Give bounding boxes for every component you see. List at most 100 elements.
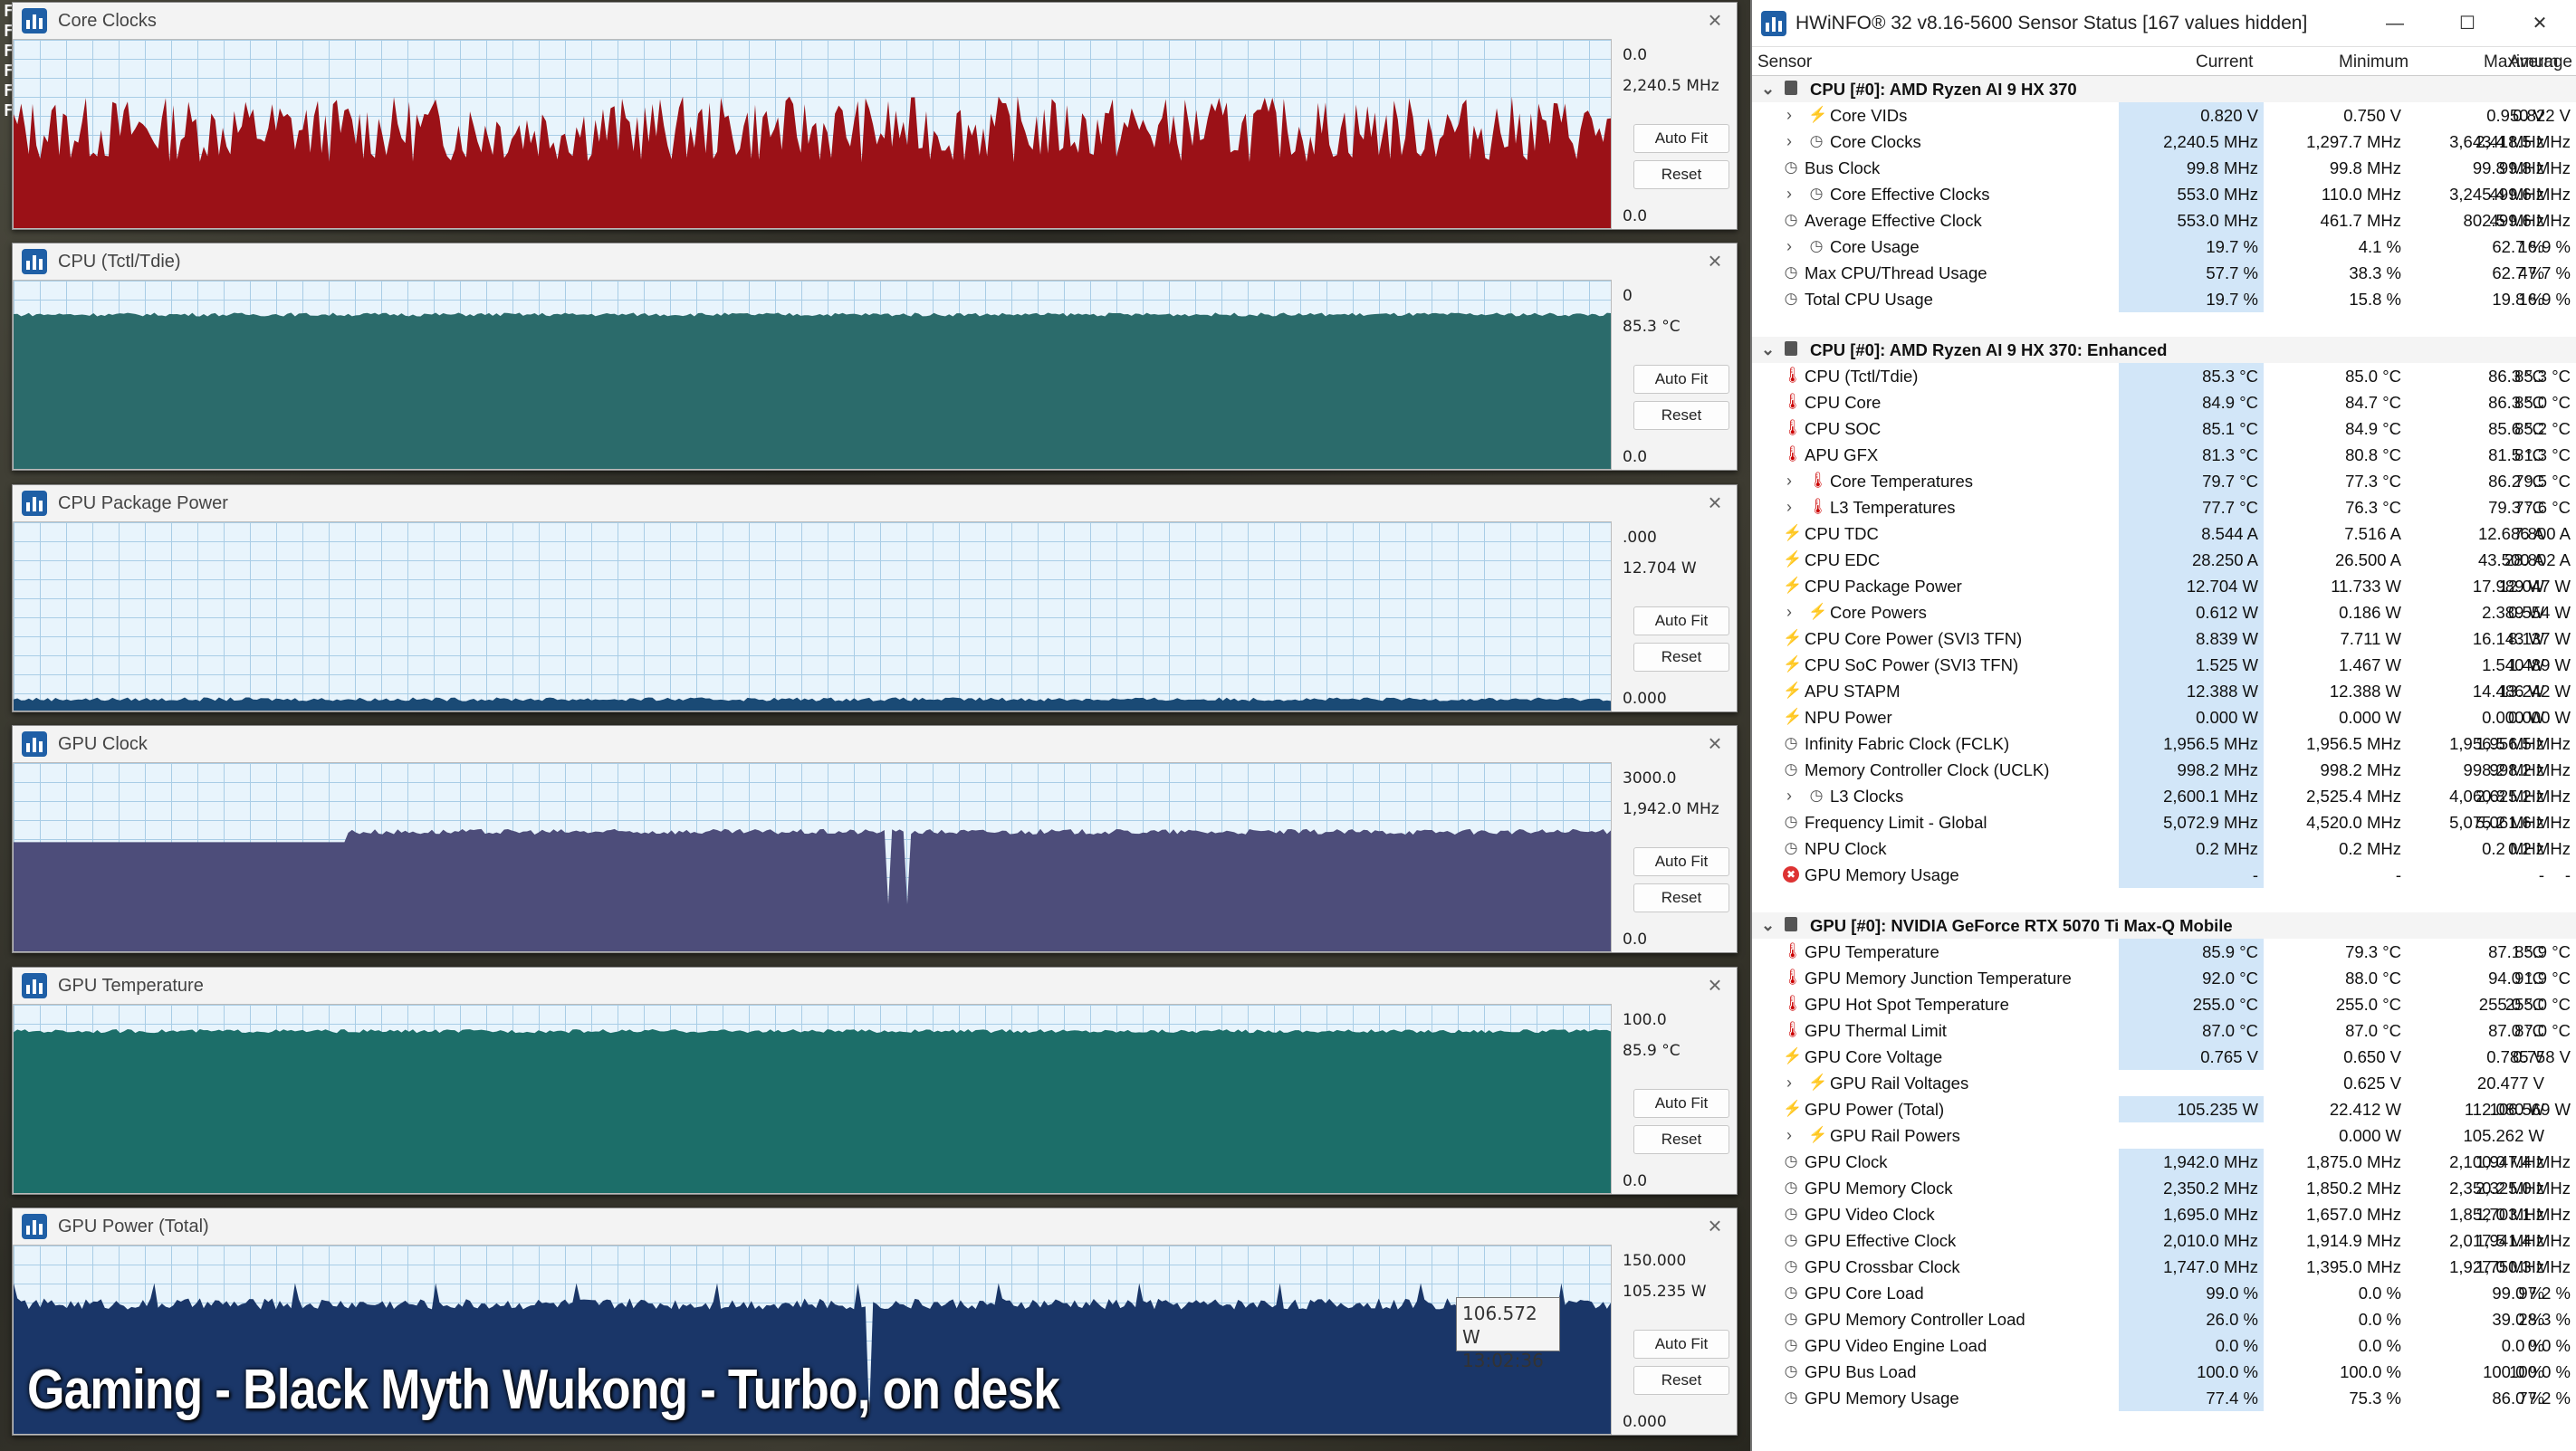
- sensor-row[interactable]: ◷ GPU Core Load 99.0 % 0.0 % 99.0 % 97.2…: [1752, 1280, 2576, 1306]
- sensor-row[interactable]: ⚡ CPU EDC 28.250 A 26.500 A 43.500 A 28.…: [1752, 547, 2576, 573]
- sensor-group-header[interactable]: ⌄ GPU [#0]: NVIDIA GeForce RTX 5070 Ti M…: [1752, 912, 2576, 939]
- header-average[interactable]: Average: [2508, 53, 2572, 72]
- sensor-row[interactable]: 🌡 GPU Memory Junction Temperature 92.0 °…: [1752, 965, 2576, 991]
- sensor-row[interactable]: ◷ GPU Video Clock 1,695.0 MHz 1,657.0 MH…: [1752, 1201, 2576, 1227]
- sensor-row[interactable]: › ◷ Core Clocks 2,240.5 MHz 1,297.7 MHz 3…: [1752, 129, 2576, 155]
- sensor-current: 100.0 %: [2119, 1359, 2264, 1385]
- sensor-row[interactable]: ⚡ CPU Package Power 12.704 W 11.733 W 17…: [1752, 573, 2576, 599]
- sensor-average: 77.2 %: [2518, 1389, 2571, 1408]
- header-current[interactable]: Current: [2196, 53, 2254, 72]
- sensor-row[interactable]: ◷ NPU Clock 0.2 MHz 0.2 MHz 0.2 MHz 0.2 …: [1752, 835, 2576, 862]
- sensor-row[interactable]: ◷ Memory Controller Clock (UCLK) 998.2 M…: [1752, 757, 2576, 783]
- sensor-row[interactable]: › 🌡 L3 Temperatures 77.7 °C 76.3 °C 79.3 …: [1752, 494, 2576, 520]
- sensor-row[interactable]: ✖ GPU Memory Usage - - - -: [1752, 862, 2576, 888]
- chevron-right-icon[interactable]: ›: [1786, 472, 1792, 490]
- sensor-row[interactable]: 🌡 GPU Temperature 85.9 °C 79.3 °C 87.1 °…: [1752, 939, 2576, 965]
- sensor-row[interactable]: ◷ GPU Memory Usage 77.4 % 75.3 % 86.0 % …: [1752, 1385, 2576, 1411]
- sensor-row[interactable]: 🌡 CPU SOC 85.1 °C 84.9 °C 85.6 °C 85.2 °…: [1752, 415, 2576, 442]
- close-icon[interactable]: ×: [1708, 6, 1722, 33]
- sensor-average: 79.5 °C: [2514, 472, 2571, 491]
- chevron-right-icon[interactable]: ›: [1786, 132, 1792, 150]
- sensor-row[interactable]: 🌡 GPU Hot Spot Temperature 255.0 °C 255.…: [1752, 991, 2576, 1017]
- sensor-row[interactable]: ◷ Total CPU Usage 19.7 % 15.8 % 19.8 % 1…: [1752, 286, 2576, 312]
- reset-button[interactable]: Reset: [1633, 1366, 1729, 1395]
- chevron-right-icon[interactable]: ›: [1786, 787, 1792, 805]
- sensor-row[interactable]: › ⚡ Core Powers 0.612 W 0.186 W 2.389 W 0…: [1752, 599, 2576, 625]
- reset-button[interactable]: Reset: [1633, 1125, 1729, 1154]
- chevron-right-icon[interactable]: ›: [1786, 185, 1792, 203]
- sensor-row[interactable]: ◷ Frequency Limit - Global 5,072.9 MHz 4…: [1752, 809, 2576, 835]
- sensor-row[interactable]: ◷ Average Effective Clock 553.0 MHz 461.…: [1752, 207, 2576, 234]
- chevron-down-icon[interactable]: ⌄: [1761, 916, 1776, 934]
- auto-fit-button[interactable]: Auto Fit: [1633, 847, 1729, 876]
- sensor-row[interactable]: ⚡ GPU Power (Total) 105.235 W 22.412 W 1…: [1752, 1096, 2576, 1122]
- auto-fit-button[interactable]: Auto Fit: [1633, 1330, 1729, 1359]
- auto-fit-button[interactable]: Auto Fit: [1633, 1089, 1729, 1118]
- chevron-right-icon[interactable]: ›: [1786, 237, 1792, 255]
- chevron-right-icon[interactable]: ›: [1786, 106, 1792, 124]
- chevron-right-icon[interactable]: ›: [1786, 603, 1792, 621]
- sensor-row[interactable]: ⚡ NPU Power 0.000 W 0.000 W 0.000 W 0.00…: [1752, 704, 2576, 730]
- sensor-row[interactable]: ⚡ APU STAPM 12.388 W 12.388 W 14.486 W 1…: [1752, 678, 2576, 704]
- chevron-down-icon[interactable]: ⌄: [1761, 80, 1776, 98]
- maximize-button[interactable]: ☐: [2459, 14, 2475, 33]
- sensor-row[interactable]: ⚡ CPU SoC Power (SVI3 TFN) 1.525 W 1.467…: [1752, 652, 2576, 678]
- sensor-row[interactable]: ◷ GPU Crossbar Clock 1,747.0 MHz 1,395.0…: [1752, 1254, 2576, 1280]
- auto-fit-button[interactable]: Auto Fit: [1633, 124, 1729, 153]
- sensor-current: 26.0 %: [2119, 1306, 2264, 1332]
- sensor-row[interactable]: › 🌡 Core Temperatures 79.7 °C 77.3 °C 86.…: [1752, 468, 2576, 494]
- sensor-row[interactable]: 🌡 CPU Core 84.9 °C 84.7 °C 86.3 °C 85.0 …: [1752, 389, 2576, 415]
- sensor-current: 19.7 %: [2119, 234, 2264, 260]
- sensor-row[interactable]: ◷ GPU Memory Controller Load 26.0 % 0.0 …: [1752, 1306, 2576, 1332]
- close-icon[interactable]: ×: [1708, 1212, 1722, 1239]
- sensor-row[interactable]: ◷ GPU Clock 1,942.0 MHz 1,875.0 MHz 2,10…: [1752, 1149, 2576, 1175]
- sensor-row[interactable]: › ◷ Core Usage 19.7 % 4.1 % 62.7 % 16.9 %: [1752, 234, 2576, 260]
- header-minimum[interactable]: Minimum: [2339, 53, 2409, 72]
- sensor-row[interactable]: ◷ GPU Video Engine Load 0.0 % 0.0 % 0.0 …: [1752, 1332, 2576, 1359]
- sensor-row[interactable]: 🌡 APU GFX 81.3 °C 80.8 °C 81.5 °C 81.3 °…: [1752, 442, 2576, 468]
- sensor-row[interactable]: ◷ Infinity Fabric Clock (FCLK) 1,956.5 M…: [1752, 730, 2576, 757]
- sensor-maximum: 99.0 %: [2492, 1284, 2544, 1303]
- close-icon[interactable]: ×: [1708, 730, 1722, 757]
- reset-button[interactable]: Reset: [1633, 401, 1729, 430]
- sensor-row[interactable]: › ⚡ Core VIDs 0.820 V 0.750 V 0.950 V 0.8…: [1752, 102, 2576, 129]
- close-icon[interactable]: ×: [1708, 971, 1722, 998]
- sensor-row[interactable]: ⚡ CPU Core Power (SVI3 TFN) 8.839 W 7.71…: [1752, 625, 2576, 652]
- sensor-row[interactable]: ◷ Bus Clock 99.8 MHz 99.8 MHz 99.8 MHz 9…: [1752, 155, 2576, 181]
- close-button[interactable]: ✕: [2532, 14, 2548, 33]
- close-icon[interactable]: ×: [1708, 489, 1722, 516]
- sensor-row[interactable]: ◷ Max CPU/Thread Usage 57.7 % 38.3 % 62.…: [1752, 260, 2576, 286]
- chevron-right-icon[interactable]: ›: [1786, 1126, 1792, 1144]
- sensor-average: 499.6 MHz: [2489, 211, 2571, 230]
- thermometer-icon: 🌡: [1783, 367, 1803, 384]
- reset-button[interactable]: Reset: [1633, 883, 1729, 912]
- reset-button[interactable]: Reset: [1633, 160, 1729, 189]
- minimize-button[interactable]: —: [2386, 14, 2404, 33]
- sensor-row[interactable]: ⚡ GPU Core Voltage 0.765 V 0.650 V 0.785…: [1752, 1044, 2576, 1070]
- sensor-row[interactable]: ◷ GPU Bus Load 100.0 % 100.0 % 100.0 % 1…: [1752, 1359, 2576, 1385]
- sensor-group-header[interactable]: ⌄ CPU [#0]: AMD Ryzen AI 9 HX 370: [1752, 76, 2576, 102]
- auto-fit-button[interactable]: Auto Fit: [1633, 365, 1729, 394]
- sensor-row[interactable]: ◷ GPU Memory Clock 2,350.2 MHz 1,850.2 M…: [1752, 1175, 2576, 1201]
- sensor-current: 92.0 °C: [2119, 965, 2264, 991]
- header-sensor[interactable]: Sensor: [1757, 53, 1813, 72]
- sensor-row[interactable]: › ⚡ GPU Rail Voltages 0.625 V 20.477 V: [1752, 1070, 2576, 1096]
- close-icon[interactable]: ×: [1708, 247, 1722, 274]
- sensor-row[interactable]: › ◷ Core Effective Clocks 553.0 MHz 110.0…: [1752, 181, 2576, 207]
- sensor-name: CPU Core: [1805, 393, 1882, 412]
- sensor-row[interactable]: ◷ GPU Effective Clock 2,010.0 MHz 1,914.…: [1752, 1227, 2576, 1254]
- chevron-right-icon[interactable]: ›: [1786, 1074, 1792, 1092]
- sensor-row[interactable]: 🌡 GPU Thermal Limit 87.0 °C 87.0 °C 87.0…: [1752, 1017, 2576, 1044]
- sensor-row[interactable]: 🌡 CPU (Tctl/Tdie) 85.3 °C 85.0 °C 86.3 °…: [1752, 363, 2576, 389]
- sensor-row[interactable]: › ⚡ GPU Rail Powers 0.000 W 105.262 W: [1752, 1122, 2576, 1149]
- reset-button[interactable]: Reset: [1633, 643, 1729, 672]
- sensor-group-header[interactable]: ⌄ CPU [#0]: AMD Ryzen AI 9 HX 370: Enhan…: [1752, 337, 2576, 363]
- auto-fit-button[interactable]: Auto Fit: [1633, 606, 1729, 635]
- graph-titlebar: GPU Clock ×: [13, 726, 1737, 762]
- chevron-down-icon[interactable]: ⌄: [1761, 340, 1776, 358]
- sensor-row[interactable]: › ◷ L3 Clocks 2,600.1 MHz 2,525.4 MHz 4,0…: [1752, 783, 2576, 809]
- sensor-maximum: 86.3 °C: [2488, 367, 2544, 386]
- sensor-row[interactable]: ⚡ CPU TDC 8.544 A 7.516 A 12.686 A 7.800…: [1752, 520, 2576, 547]
- header-maximum[interactable]: Maximum: [2484, 53, 2559, 72]
- chevron-right-icon[interactable]: ›: [1786, 498, 1792, 516]
